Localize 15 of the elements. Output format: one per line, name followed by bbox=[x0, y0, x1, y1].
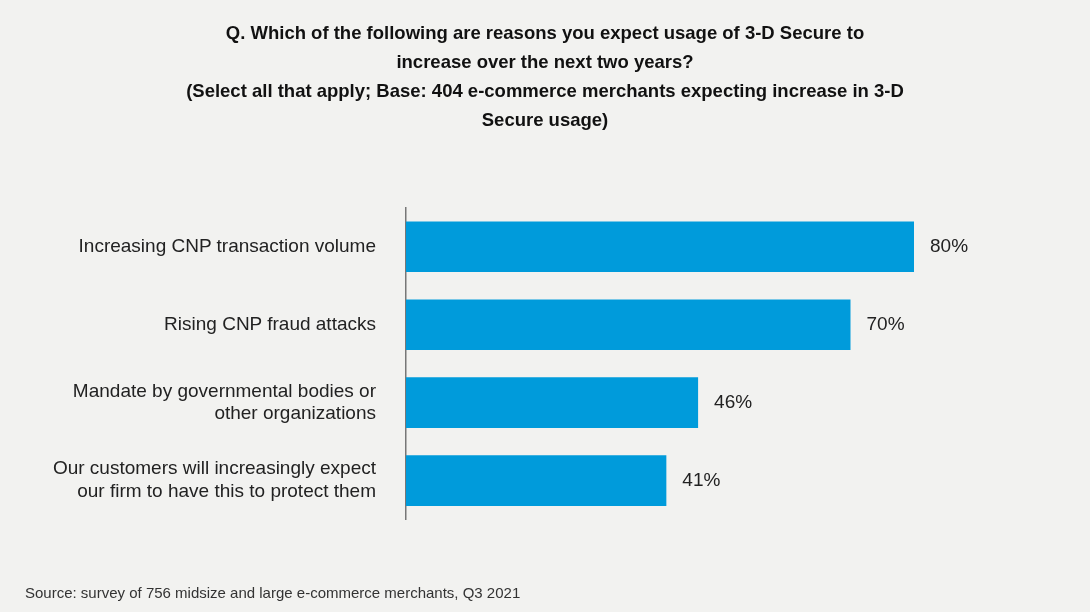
data-label: 41% bbox=[682, 468, 721, 490]
y-tick-label: Increasing CNP transaction volume bbox=[78, 235, 376, 257]
data-label: 70% bbox=[866, 312, 905, 334]
y-tick-label: Our customers will increasingly expect our firm to have this to protect them bbox=[52, 457, 377, 502]
data-label: 80% bbox=[930, 235, 969, 257]
bar bbox=[406, 299, 851, 351]
bar bbox=[406, 221, 914, 273]
y-tick-label: Mandate by governmental bodies or other organizations bbox=[72, 379, 377, 424]
chart-subtitle: (Select all that apply; Base: 404 e-commerce merchants expecting increase in 3-D Secure usage) bbox=[185, 79, 905, 132]
data-label: 46% bbox=[714, 390, 753, 412]
source-note: Source: survey of 756 midsize and large e-commerce merchants, Q3 2021 bbox=[25, 584, 521, 601]
bar bbox=[406, 377, 699, 429]
bar bbox=[406, 455, 667, 506]
chart-title: Q. Which of the following are reasons you expect usage of 3-D Secure to increase over the next two years? bbox=[224, 21, 866, 74]
y-tick-label: Rising CNP fraud attacks bbox=[164, 312, 376, 334]
